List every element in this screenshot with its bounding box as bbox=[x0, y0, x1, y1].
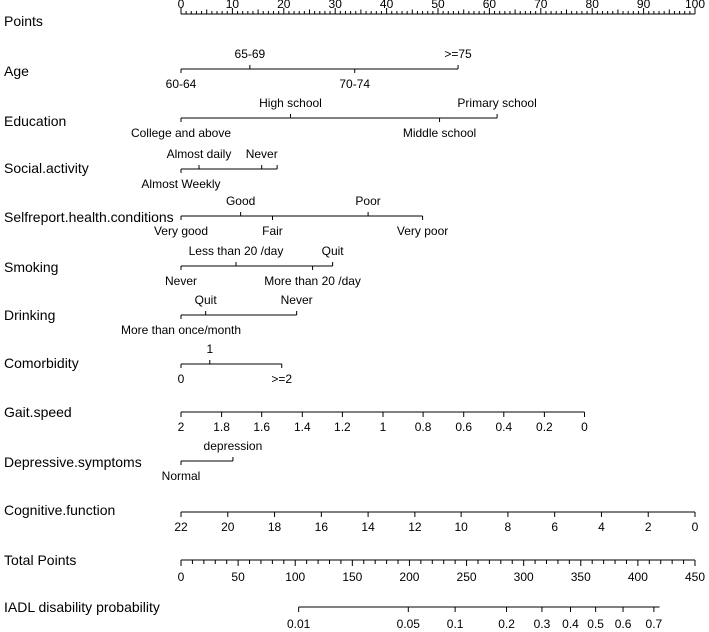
social-level-label: Almost Weekly bbox=[141, 177, 220, 191]
probability-tick-label: 0.3 bbox=[534, 617, 551, 631]
education-level-label: High school bbox=[259, 96, 322, 110]
education-row-label: Education bbox=[4, 113, 66, 129]
points-tick-label: 60 bbox=[483, 0, 497, 11]
points-tick-label: 20 bbox=[277, 0, 291, 11]
points-tick-label: 80 bbox=[586, 0, 600, 11]
drinking-row-label: Drinking bbox=[4, 307, 55, 323]
gait-tick-label: 1 bbox=[380, 420, 387, 434]
health-level-label: Good bbox=[226, 194, 255, 208]
smoking-row-label: Smoking bbox=[4, 259, 58, 275]
gait-tick-label: 0.8 bbox=[415, 420, 432, 434]
gait-tick-label: 0.6 bbox=[455, 420, 472, 434]
points-tick-label: 90 bbox=[637, 0, 651, 11]
points-tick-label: 30 bbox=[329, 0, 343, 11]
probability-tick-label: 0.05 bbox=[397, 617, 421, 631]
probability-tick-label: 0.5 bbox=[587, 617, 604, 631]
total-tick-label: 0 bbox=[178, 570, 185, 584]
comorbidity-level-label: 1 bbox=[206, 342, 213, 356]
points-tick-label: 70 bbox=[534, 0, 548, 11]
cognitive-tick-label: 18 bbox=[268, 520, 282, 534]
drinking-level-label: Never bbox=[281, 293, 313, 307]
social-row-label: Social.activity bbox=[4, 160, 89, 176]
health-row-label: Selfreport.health.conditions bbox=[4, 209, 174, 225]
social-level-label: Almost daily bbox=[167, 147, 232, 161]
health-level-label: Fair bbox=[262, 224, 283, 238]
points-tick-label: 100 bbox=[685, 0, 705, 11]
smoking-level-label: Never bbox=[165, 274, 197, 288]
age-row-label: Age bbox=[4, 63, 29, 79]
cognitive-tick-label: 22 bbox=[174, 520, 188, 534]
gait-tick-label: 1.6 bbox=[253, 420, 270, 434]
smoking-level-label: More than 20 /day bbox=[264, 274, 361, 288]
probability-tick-label: 0.01 bbox=[287, 617, 311, 631]
education-level-label: Primary school bbox=[457, 96, 536, 110]
gait-row-label: Gait.speed bbox=[4, 404, 72, 420]
comorbidity-level-label: >=2 bbox=[271, 372, 292, 386]
cognitive-tick-label: 0 bbox=[692, 520, 699, 534]
gait-tick-label: 1.4 bbox=[294, 420, 311, 434]
social-level-label: Never bbox=[246, 147, 278, 161]
drinking-level-label: Quit bbox=[195, 293, 218, 307]
total-tick-label: 50 bbox=[231, 570, 245, 584]
total-row-label: Total Points bbox=[4, 552, 76, 568]
cognitive-tick-label: 6 bbox=[551, 520, 558, 534]
cognitive-row-label: Cognitive.function bbox=[4, 502, 115, 518]
probability-tick-label: 0.7 bbox=[646, 617, 663, 631]
comorbidity-level-label: 0 bbox=[178, 372, 185, 386]
probability-row-label: IADL disability probability bbox=[4, 599, 160, 615]
depressive-row-label: Depressive.symptoms bbox=[4, 454, 142, 470]
drinking-level-label: More than once/month bbox=[121, 323, 241, 337]
points-tick-label: 0 bbox=[178, 0, 185, 11]
age-level-label: 70-74 bbox=[339, 77, 370, 91]
probability-tick-label: 0.6 bbox=[615, 617, 632, 631]
total-tick-label: 400 bbox=[628, 570, 648, 584]
probability-tick-label: 0.4 bbox=[562, 617, 579, 631]
gait-tick-label: 2 bbox=[178, 420, 185, 434]
age-level-label: 60-64 bbox=[166, 77, 197, 91]
cognitive-tick-label: 20 bbox=[221, 520, 235, 534]
gait-tick-label: 1.8 bbox=[213, 420, 230, 434]
health-level-label: Very good bbox=[154, 224, 208, 238]
cognitive-tick-label: 4 bbox=[598, 520, 605, 534]
comorbidity-row-label: Comorbidity bbox=[4, 355, 79, 371]
smoking-level-label: Quit bbox=[322, 244, 345, 258]
depressive-level-label: Normal bbox=[162, 469, 201, 483]
education-level-label: College and above bbox=[131, 126, 231, 140]
points-row-label: Points bbox=[4, 13, 43, 29]
cognitive-tick-label: 14 bbox=[361, 520, 375, 534]
health-level-label: Very poor bbox=[397, 224, 448, 238]
total-tick-label: 450 bbox=[685, 570, 705, 584]
gait-tick-label: 1.2 bbox=[334, 420, 351, 434]
gait-tick-label: 0 bbox=[581, 420, 588, 434]
cognitive-tick-label: 10 bbox=[454, 520, 468, 534]
probability-tick-label: 0.1 bbox=[447, 617, 464, 631]
depressive-level-label: depression bbox=[204, 439, 263, 453]
age-level-label: 65-69 bbox=[235, 47, 266, 61]
gait-tick-label: 0.4 bbox=[495, 420, 512, 434]
smoking-level-label: Less than 20 /day bbox=[189, 244, 284, 258]
points-tick-label: 50 bbox=[431, 0, 445, 11]
total-tick-label: 150 bbox=[342, 570, 362, 584]
health-level-label: Poor bbox=[355, 194, 380, 208]
cognitive-tick-label: 2 bbox=[645, 520, 652, 534]
gait-tick-label: 0.2 bbox=[536, 420, 553, 434]
education-level-label: Middle school bbox=[403, 126, 476, 140]
cognitive-tick-label: 16 bbox=[315, 520, 329, 534]
total-tick-label: 250 bbox=[457, 570, 477, 584]
probability-tick-label: 0.2 bbox=[498, 617, 515, 631]
total-tick-label: 300 bbox=[514, 570, 534, 584]
total-tick-label: 100 bbox=[285, 570, 305, 584]
total-tick-label: 350 bbox=[571, 570, 591, 584]
cognitive-tick-label: 12 bbox=[408, 520, 422, 534]
points-tick-label: 10 bbox=[226, 0, 240, 11]
cognitive-tick-label: 8 bbox=[505, 520, 512, 534]
age-level-label: >=75 bbox=[444, 47, 472, 61]
total-tick-label: 200 bbox=[399, 570, 419, 584]
points-tick-label: 40 bbox=[380, 0, 394, 11]
